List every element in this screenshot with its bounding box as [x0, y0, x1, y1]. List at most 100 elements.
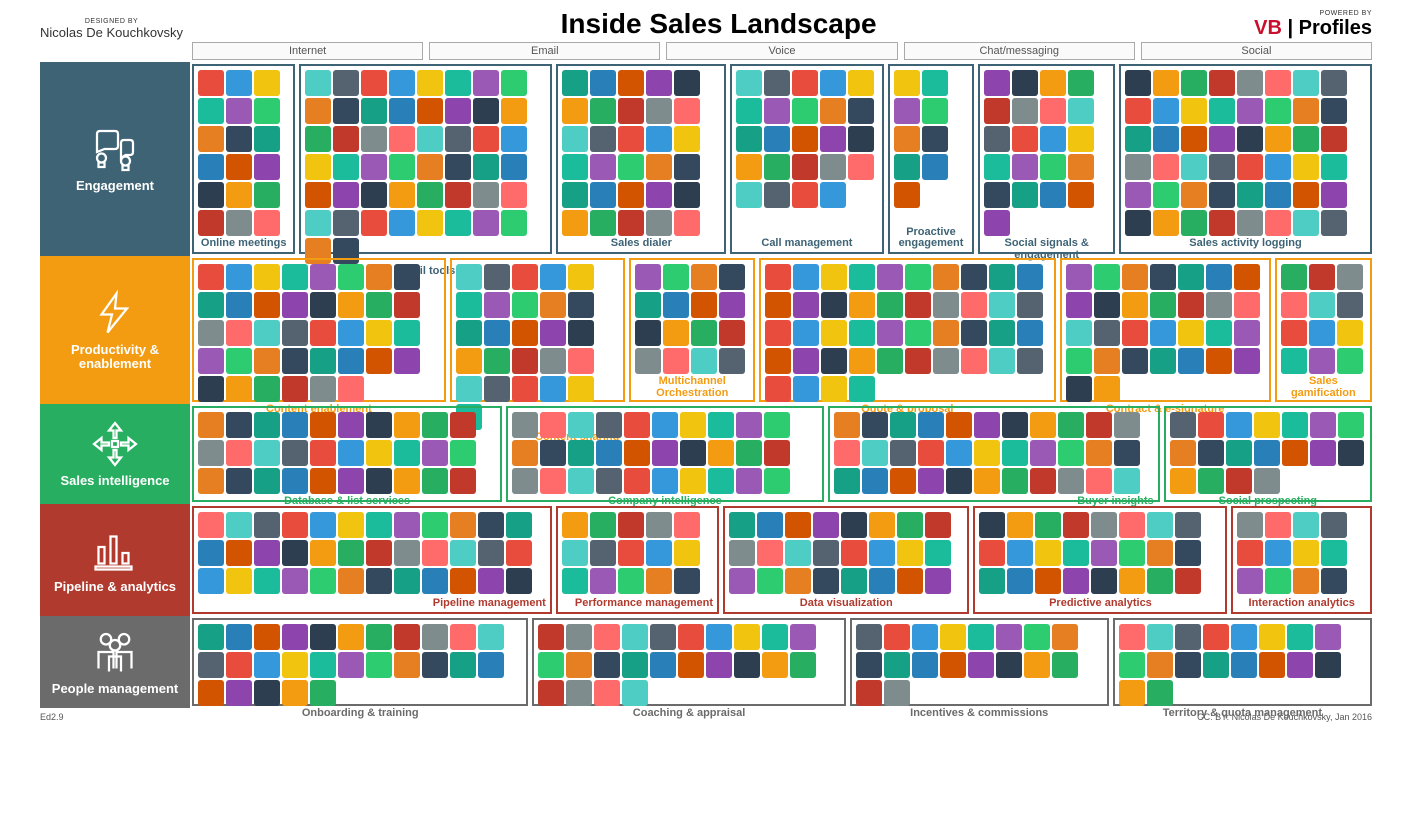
vendor-logo [394, 264, 420, 290]
vendor-logo [1293, 154, 1319, 180]
vendor-logo [618, 182, 644, 208]
logo-grid [635, 264, 749, 374]
vendor-logo [1040, 126, 1066, 152]
vendor-logo [1265, 182, 1291, 208]
vendor-logo [1181, 154, 1207, 180]
subcategory-box: Buyer insights [828, 406, 1160, 502]
vendor-logo [1209, 98, 1235, 124]
vendor-logo [1321, 568, 1347, 594]
vendor-logo [1259, 624, 1285, 650]
vendor-logo [226, 468, 252, 494]
vendor-logo [1052, 652, 1078, 678]
vendor-logo [473, 126, 499, 152]
vendor-logo [1012, 182, 1038, 208]
row-label-engagement: Engagement [40, 62, 190, 256]
vendor-logo [305, 182, 331, 208]
subcategory-box: Sales dialer [556, 64, 726, 254]
vendor-logo [1125, 98, 1151, 124]
edition-label: Ed2.9 [40, 712, 64, 722]
vendor-logo [884, 624, 910, 650]
vendor-logo [1321, 126, 1347, 152]
vendor-logo [841, 568, 867, 594]
vendor-logo [282, 440, 308, 466]
vendor-logo [478, 624, 504, 650]
vendor-logo [729, 568, 755, 594]
vendor-logo [1094, 376, 1120, 402]
vendor-logo [1178, 292, 1204, 318]
vendor-logo [338, 264, 364, 290]
vendor-logo [1237, 568, 1263, 594]
logo-grid [562, 70, 720, 236]
vendor-logo [568, 376, 594, 402]
vendor-logo [366, 568, 392, 594]
vendor-logo [1017, 264, 1043, 290]
vendor-logo [338, 652, 364, 678]
vendor-logo [1125, 154, 1151, 180]
vendor-logo [538, 680, 564, 706]
vendor-logo [333, 126, 359, 152]
vendor-logo [1122, 348, 1148, 374]
vendor-logo [736, 126, 762, 152]
vendor-logo [417, 98, 443, 124]
vendor-logo [663, 292, 689, 318]
vendor-logo [366, 348, 392, 374]
vendor-logo [622, 680, 648, 706]
vendor-logo [1321, 182, 1347, 208]
vendor-logo [1293, 70, 1319, 96]
vendor-logo [1119, 624, 1145, 650]
vendor-logo [254, 126, 280, 152]
landscape-grid: EngagementOnline meetingsEmail toolsSale… [0, 62, 1412, 708]
vendor-logo [394, 412, 420, 438]
vendor-logo [1094, 264, 1120, 290]
vendor-logo [389, 154, 415, 180]
vendor-logo [1175, 540, 1201, 566]
subcategory-box: Interaction analytics [1231, 506, 1372, 614]
vendor-logo [1119, 568, 1145, 594]
vendor-logo [282, 540, 308, 566]
vendor-logo [450, 440, 476, 466]
vendor-logo [792, 98, 818, 124]
vendor-logo [590, 540, 616, 566]
vendor-logo [226, 70, 252, 96]
vendor-logo [821, 264, 847, 290]
vendor-logo [989, 292, 1015, 318]
vendor-logo [792, 126, 818, 152]
subcategory-title: Coaching & appraisal [538, 706, 839, 720]
vendor-logo [618, 568, 644, 594]
vendor-logo [310, 652, 336, 678]
vendor-logo [1002, 440, 1028, 466]
vendor-logo [961, 264, 987, 290]
vendor-logo [512, 292, 538, 318]
vendor-logo [1175, 512, 1201, 538]
vendor-logo [338, 292, 364, 318]
vendor-logo [310, 376, 336, 402]
vendor-logo [361, 70, 387, 96]
powered-by-label: POWERED BY [1254, 10, 1372, 17]
vendor-logo [305, 126, 331, 152]
vendor-logo [226, 680, 252, 706]
subcategory-title: Call management [736, 236, 877, 250]
vendor-logo [361, 154, 387, 180]
vendor-logo [940, 652, 966, 678]
vendor-logo [540, 412, 566, 438]
vendor-logo [1150, 320, 1176, 346]
vendor-logo [226, 182, 252, 208]
vendor-logo [834, 412, 860, 438]
vendor-logo [1181, 210, 1207, 236]
vendor-logo [478, 540, 504, 566]
vendor-logo [1002, 468, 1028, 494]
vendor-logo [310, 320, 336, 346]
vendor-logo [678, 652, 704, 678]
vendor-logo [1147, 512, 1173, 538]
vendor-logo [1293, 512, 1319, 538]
logo-grid [765, 264, 1049, 402]
vendor-logo [624, 468, 650, 494]
vendor-logo [984, 70, 1010, 96]
vendor-logo [974, 440, 1000, 466]
vendor-logo [1125, 70, 1151, 96]
vendor-logo [1231, 652, 1257, 678]
vendor-logo [389, 126, 415, 152]
vendor-logo [946, 412, 972, 438]
vendor-logo [736, 154, 762, 180]
vendor-logo [226, 652, 252, 678]
